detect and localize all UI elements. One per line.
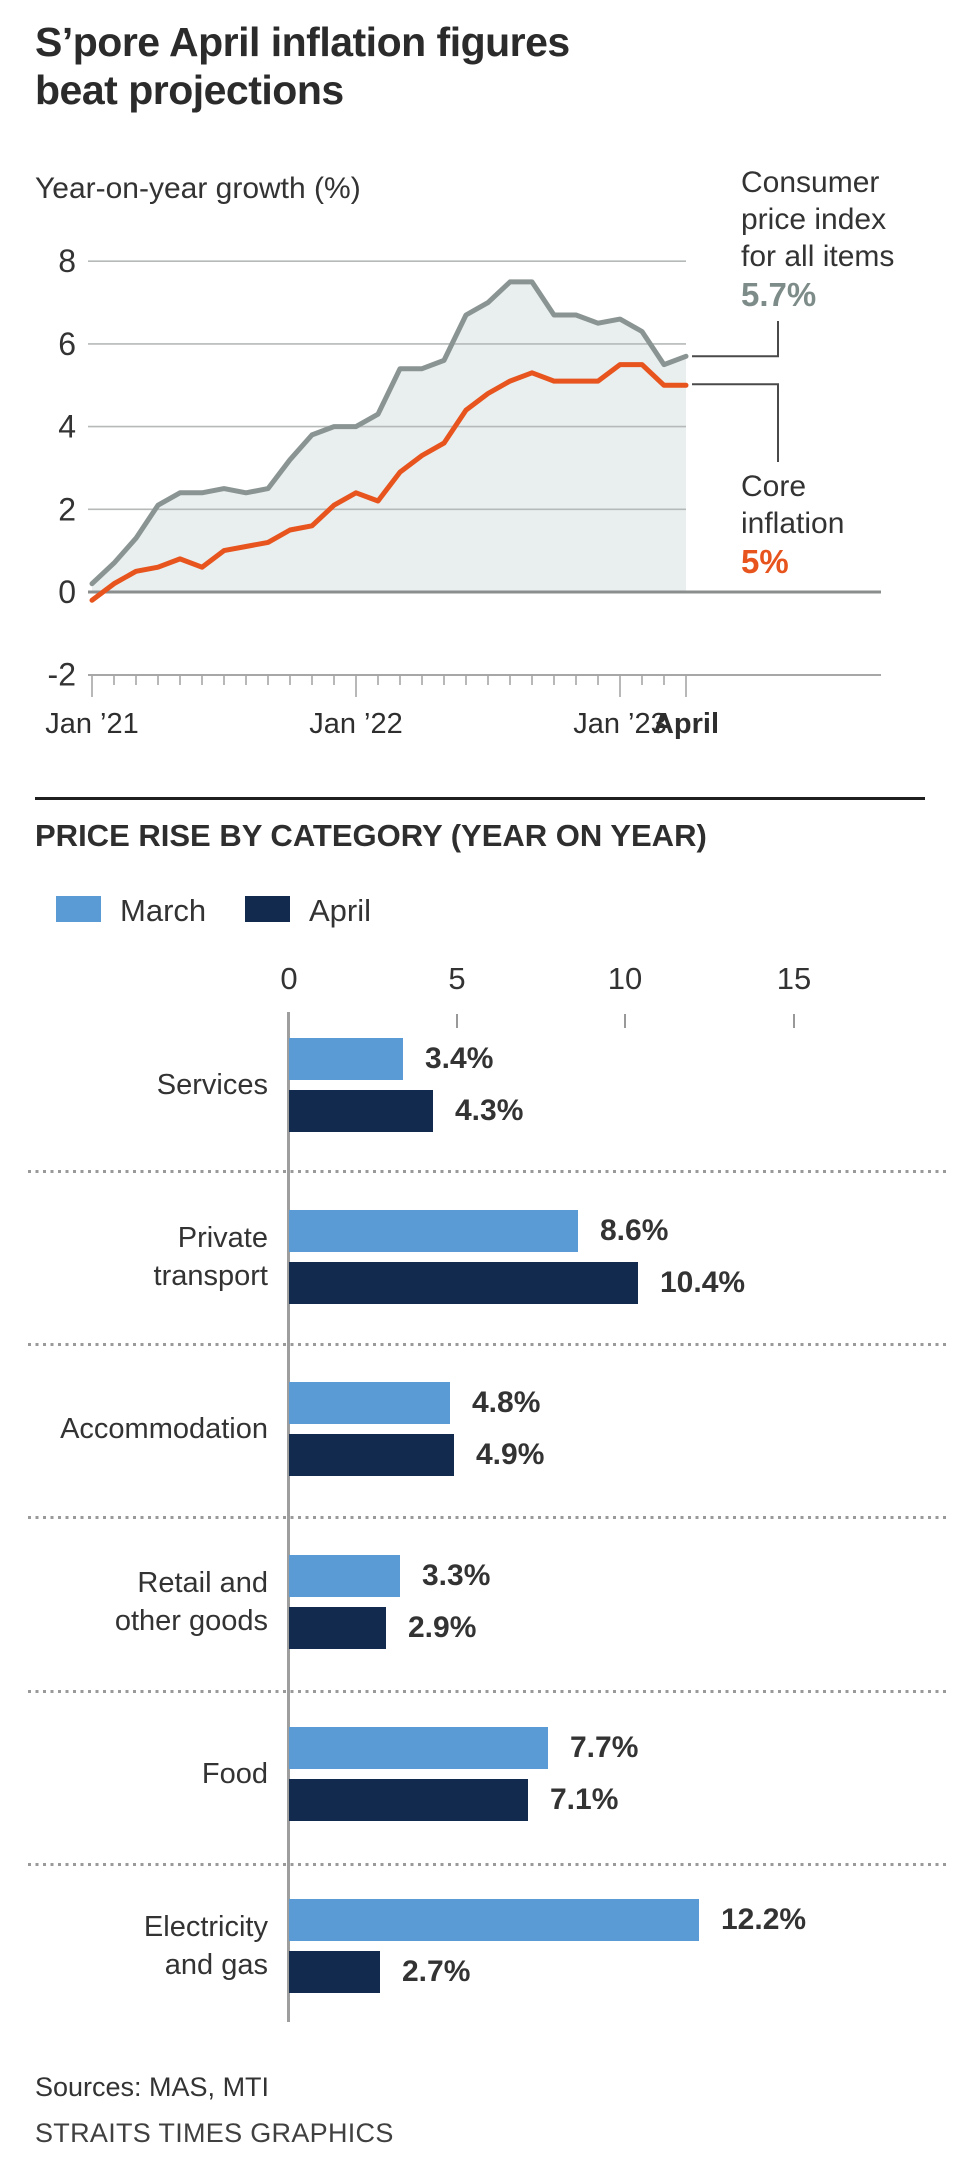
cpi-annotation-connector	[692, 321, 779, 358]
graphics-credit: STRAITS TIMES GRAPHICS	[35, 2118, 394, 2148]
x-tick-label: Jan ’21	[45, 708, 139, 740]
bar-axis-tick	[624, 1014, 626, 1028]
y-tick-label: 0	[58, 574, 76, 610]
row-separator	[28, 1863, 946, 1866]
april-bar	[289, 1262, 638, 1304]
core-annotation-line: Core	[741, 470, 807, 503]
core-annotation-line: inflation	[741, 507, 845, 540]
cpi-annotation-line: Consumer	[741, 166, 880, 199]
april-bar	[289, 1434, 454, 1476]
category-label-line: Retail and	[137, 1567, 268, 1599]
bar-value-label: 2.9%	[408, 1611, 477, 1644]
bar-value-label: 2.7%	[402, 1955, 471, 1988]
category-label-line: and gas	[164, 1949, 268, 1981]
category-label-line: transport	[153, 1260, 268, 1292]
april-bar	[289, 1090, 433, 1132]
category-label-line: Services	[156, 1069, 268, 1101]
bar-chart-section-title: PRICE RISE BY CATEGORY (YEAR ON YEAR)	[35, 818, 707, 853]
category-label: Accommodation	[30, 1410, 268, 1448]
bar-value-label: 7.7%	[570, 1731, 639, 1764]
y-tick-label: 2	[58, 491, 76, 527]
x-tick-label: April	[653, 708, 719, 740]
section-divider	[35, 797, 925, 800]
march-bar	[289, 1382, 450, 1424]
bar-value-label: 12.2%	[721, 1903, 807, 1936]
march-bar	[289, 1727, 548, 1769]
x-tick-label: Jan ’22	[309, 708, 403, 740]
march-bar	[289, 1555, 400, 1597]
category-label-line: Accommodation	[60, 1413, 268, 1445]
sources-note: Sources: MAS, MTI	[35, 2072, 270, 2102]
bar-value-label: 3.4%	[425, 1042, 494, 1075]
legend-swatch-march	[56, 896, 101, 922]
category-label-line: Food	[201, 1758, 268, 1790]
category-label: Electricity and gas	[30, 1908, 268, 1984]
y-tick-label: 4	[58, 409, 76, 445]
x-tick-label: Jan ’23	[573, 708, 667, 740]
line-chart-axis-label: Year-on-year growth (%)	[35, 172, 361, 205]
core-annotation-connector	[692, 383, 779, 462]
bar-value-label: 7.1%	[550, 1783, 619, 1816]
row-separator	[28, 1690, 946, 1693]
bar-axis-tick-label: 10	[607, 961, 643, 996]
bar-value-label: 8.6%	[600, 1214, 669, 1247]
april-bar	[289, 1607, 386, 1649]
legend-swatch-april	[245, 896, 290, 922]
page-title: S’pore April inflation figures beat proj…	[35, 18, 570, 114]
core-value-label: 5%	[741, 543, 789, 580]
y-tick-label: -2	[48, 657, 76, 693]
legend-label-march: March	[120, 893, 207, 928]
category-label-line: Electricity	[143, 1911, 268, 1943]
category-label: Services	[30, 1066, 268, 1104]
cpi-line	[89, 279, 689, 587]
row-separator	[28, 1170, 946, 1173]
bar-axis-tick-label: 5	[448, 961, 466, 996]
bar-axis-tick	[793, 1014, 795, 1028]
march-bar	[289, 1210, 578, 1252]
bar-axis-tick-label: 15	[776, 961, 812, 996]
cpi-annotation-line: for all items	[741, 240, 895, 273]
category-label: Retail and other goods	[30, 1564, 268, 1640]
bar-value-label: 4.9%	[476, 1438, 545, 1471]
april-bar	[289, 1779, 528, 1821]
cpi-annotation-line: price index	[741, 203, 887, 236]
bar-value-label: 4.3%	[455, 1094, 524, 1127]
bar-value-label: 3.3%	[422, 1559, 491, 1592]
row-separator	[28, 1343, 946, 1346]
march-bar	[289, 1899, 699, 1941]
core-line	[89, 362, 689, 603]
bar-axis-tick	[456, 1014, 458, 1028]
y-tick-label: 8	[58, 243, 76, 279]
april-bar	[289, 1951, 380, 1993]
cpi-annotation: Consumer price index for all items 5.7%	[741, 164, 951, 314]
bar-axis-tick-label: 0	[280, 961, 298, 996]
y-tick-label: 6	[58, 326, 76, 362]
category-label: Private transport	[30, 1219, 268, 1295]
page-title-line2: beat projections	[35, 67, 344, 113]
core-annotation: Core inflation 5%	[741, 468, 951, 581]
bar-value-label: 4.8%	[472, 1386, 541, 1419]
category-label-line: Private	[177, 1222, 268, 1254]
march-bar	[289, 1038, 403, 1080]
bar-value-label: 10.4%	[660, 1266, 746, 1299]
row-separator	[28, 1516, 946, 1519]
category-label-line: other goods	[114, 1605, 268, 1637]
legend-label-april: April	[309, 893, 372, 928]
cpi-value-label: 5.7%	[741, 276, 817, 313]
cpi-area-fill	[92, 281, 686, 592]
page-title-line1: S’pore April inflation figures	[35, 19, 570, 65]
category-label: Food	[30, 1755, 268, 1793]
